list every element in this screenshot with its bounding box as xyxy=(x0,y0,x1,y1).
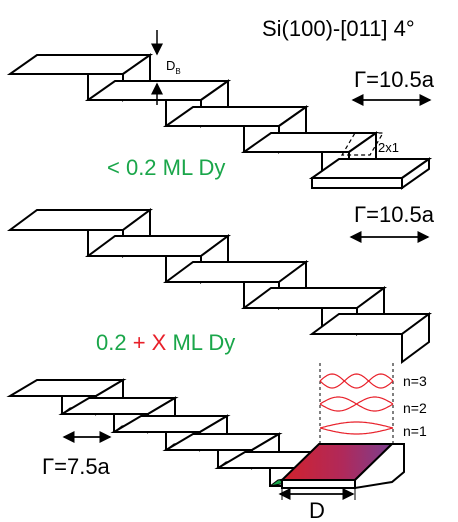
title: Si(100)-[011] 4° xyxy=(262,16,415,41)
standing-wave-modes xyxy=(319,373,394,435)
mode-wave-n2-mirror xyxy=(319,396,394,412)
terrace-period-top: Γ=10.5a xyxy=(354,67,435,92)
reconstruction-label: 2x1 xyxy=(378,140,399,155)
terrace-period-bottom: Γ=7.5a xyxy=(42,454,111,479)
staircase-dense-wires xyxy=(6,378,405,490)
terrace-period-middle: Γ=10.5a xyxy=(354,202,435,227)
step-side xyxy=(401,312,430,364)
mode-label-n1: n=1 xyxy=(403,423,427,439)
coverage-high-label: 0.2 + X ML Dy xyxy=(96,330,235,355)
staircase-clean xyxy=(6,53,433,190)
reconstruction-cell xyxy=(340,132,385,156)
step-riser xyxy=(281,479,356,489)
mode-label-n2: n=2 xyxy=(403,400,427,416)
staircase-with-wires xyxy=(6,208,433,364)
terrace-width-label: D xyxy=(309,498,325,522)
mode-wave-n1-mirror xyxy=(319,427,394,435)
mode-wave-n3 xyxy=(319,373,394,389)
mode-label-n3: n=3 xyxy=(403,373,427,389)
mode-wave-n1 xyxy=(319,421,394,429)
step-height-label: DB xyxy=(166,58,181,76)
mode-wave-n3-mirror xyxy=(319,373,394,389)
coverage-low-label: < 0.2 ML Dy xyxy=(107,155,225,180)
step-side xyxy=(401,157,430,190)
step-riser xyxy=(311,177,403,189)
